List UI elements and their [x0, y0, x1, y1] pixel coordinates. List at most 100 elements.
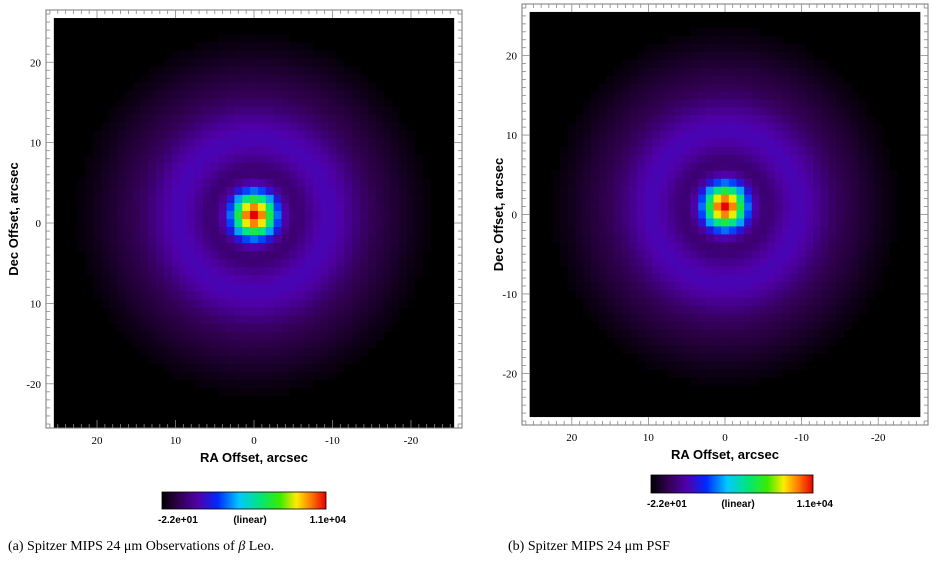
heatmap-cell [782, 305, 791, 315]
heatmap-cell [289, 299, 298, 308]
heatmap-cell [85, 219, 94, 228]
heatmap-cell [583, 266, 592, 275]
heatmap-cell [250, 347, 259, 357]
heatmap-cell [774, 186, 783, 195]
heatmap-cell [682, 242, 691, 251]
heatmap-cell [265, 371, 274, 381]
heatmap-cell [636, 210, 645, 219]
heatmap-cell [828, 99, 837, 108]
heatmap-cell [721, 305, 730, 315]
heatmap-cell [805, 67, 814, 76]
heatmap-cell [889, 210, 898, 219]
heatmap-cell [805, 266, 814, 275]
heatmap-cell [375, 130, 384, 139]
heatmap-cell [767, 369, 776, 378]
heatmap-cell [613, 313, 622, 323]
heatmap-cell [843, 234, 852, 243]
heatmap-cell [336, 170, 345, 180]
heatmap-cell [843, 139, 852, 148]
heatmap-cell [148, 106, 157, 115]
heatmap-cell [140, 283, 149, 292]
heatmap-cell [124, 130, 133, 139]
heatmap-cell [567, 154, 576, 164]
heatmap-cell [234, 275, 243, 284]
heatmap-cell [713, 146, 722, 156]
heatmap-cell [257, 90, 267, 99]
heatmap-cell [606, 266, 615, 275]
heatmap-cell [621, 234, 630, 243]
heatmap-cell [328, 146, 337, 156]
heatmap-cell [675, 51, 684, 60]
heatmap-cell [590, 202, 599, 211]
heatmap-cell [422, 243, 431, 252]
heatmap-cell [859, 274, 868, 283]
heatmap-cell [836, 139, 845, 148]
heatmap-cell [179, 243, 188, 252]
heatmap-cell [751, 139, 760, 148]
heatmap-cell [797, 329, 806, 338]
heatmap-cell [202, 50, 212, 59]
heatmap-cell [391, 106, 400, 115]
heatmap-cell [375, 210, 384, 220]
heatmap-cell [171, 186, 180, 196]
heatmap-cell [100, 202, 110, 212]
heatmap-cell [210, 122, 220, 131]
heatmap-cell [820, 329, 829, 338]
heatmap-cell [629, 289, 638, 299]
heatmap-cell [598, 226, 607, 235]
heatmap-cell [242, 106, 251, 115]
heatmap-cell [242, 235, 251, 244]
heatmap-cell [289, 170, 298, 180]
heatmap-cell [202, 355, 212, 365]
heatmap-cell [312, 178, 322, 188]
heatmap-cell [116, 227, 125, 236]
heatmap-cell [257, 122, 267, 131]
heatmap-cell [124, 267, 133, 276]
heatmap-cell [721, 186, 730, 195]
heatmap-cell [728, 274, 737, 283]
heatmap-cell [116, 186, 125, 196]
heatmap-cell [179, 178, 188, 188]
heatmap-cell [116, 114, 125, 123]
heatmap-cell [613, 123, 622, 132]
heatmap-cell [328, 186, 337, 196]
heatmap-cell [179, 259, 188, 268]
heatmap-cell [336, 154, 345, 164]
heatmap-cell [328, 339, 337, 348]
heatmap-cell [583, 289, 592, 299]
heatmap-cell [336, 283, 345, 292]
panel-b: 20 10 0 -10 -20 20 10 0 -10 -20 RA Offset, arcsec D… [476, 0, 936, 567]
heatmap-cell [590, 218, 599, 227]
heatmap-cell [273, 74, 282, 83]
heatmap-cell [583, 250, 592, 259]
heatmap-cell [297, 106, 306, 115]
heatmap-cell [790, 202, 799, 211]
heatmap-cell [644, 154, 653, 164]
heatmap-cell [621, 329, 630, 338]
heatmap-cell [383, 267, 392, 276]
heatmap-cell [250, 251, 259, 260]
heatmap-cell [866, 289, 875, 299]
heatmap-cell [163, 162, 172, 172]
heatmap-cell [171, 291, 180, 300]
heatmap-cell [836, 250, 845, 259]
heatmap-cell [187, 154, 196, 164]
heatmap-cell [85, 202, 94, 212]
heatmap-cell [606, 194, 615, 203]
heatmap-cell [305, 299, 314, 308]
heatmap-cell [682, 83, 691, 92]
heatmap-cell [774, 250, 783, 259]
heatmap-cell [767, 51, 776, 60]
heatmap-cell [744, 226, 753, 235]
heatmap-cell [383, 251, 392, 260]
heatmap-cell [690, 258, 699, 267]
colorbar-max-label: 1.1e+04 [797, 499, 834, 510]
heatmap-cell [813, 242, 822, 251]
heatmap-cell [187, 178, 196, 188]
heatmap-cell [836, 218, 845, 227]
heatmap-cell [805, 289, 814, 299]
heatmap-cell [583, 99, 592, 108]
heatmap-cell [171, 307, 180, 316]
heatmap-cell [851, 250, 860, 259]
heatmap-cell [652, 139, 661, 148]
